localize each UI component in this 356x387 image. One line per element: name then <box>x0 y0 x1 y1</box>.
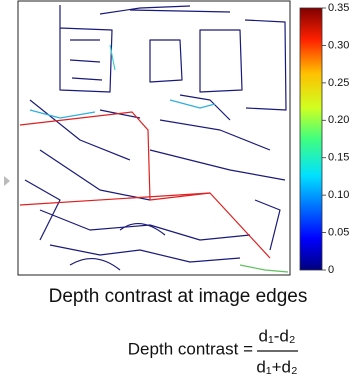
colorbar-tick-label: 0.25 <box>328 77 349 89</box>
colorbar-tick-label: 0.35 <box>328 2 349 14</box>
colorbar-tick-label: 0 <box>328 264 334 276</box>
colorbar <box>300 8 322 270</box>
formula-lhs: Depth contrast = <box>128 339 253 358</box>
colorbar-tick-label: 0.20 <box>328 114 349 126</box>
formula-numerator: d₁-d₂ <box>259 326 296 345</box>
colorbar-tick-label: 0.05 <box>328 226 349 238</box>
colorbar-tick-label: 0.30 <box>328 39 349 51</box>
caption: Depth contrast at image edges <box>49 286 308 307</box>
colorbar-tick-label: 0.10 <box>328 189 349 201</box>
figure: 0 0.05 0.10 0.15 0.20 0.25 0.30 0.35 Depth cont… <box>0 0 356 382</box>
formula-denominator: d₁+d₂ <box>256 357 297 376</box>
edge-map <box>18 1 290 275</box>
colorbar-tick-label: 0.15 <box>328 152 349 164</box>
arrow <box>4 176 10 186</box>
